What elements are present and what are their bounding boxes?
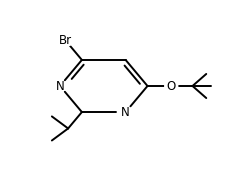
Circle shape <box>165 82 178 90</box>
Text: N: N <box>121 106 130 119</box>
Circle shape <box>58 35 74 46</box>
Text: N: N <box>56 79 64 93</box>
Text: O: O <box>166 79 176 93</box>
Text: Br: Br <box>59 34 72 47</box>
Circle shape <box>118 107 132 117</box>
Circle shape <box>53 81 67 91</box>
